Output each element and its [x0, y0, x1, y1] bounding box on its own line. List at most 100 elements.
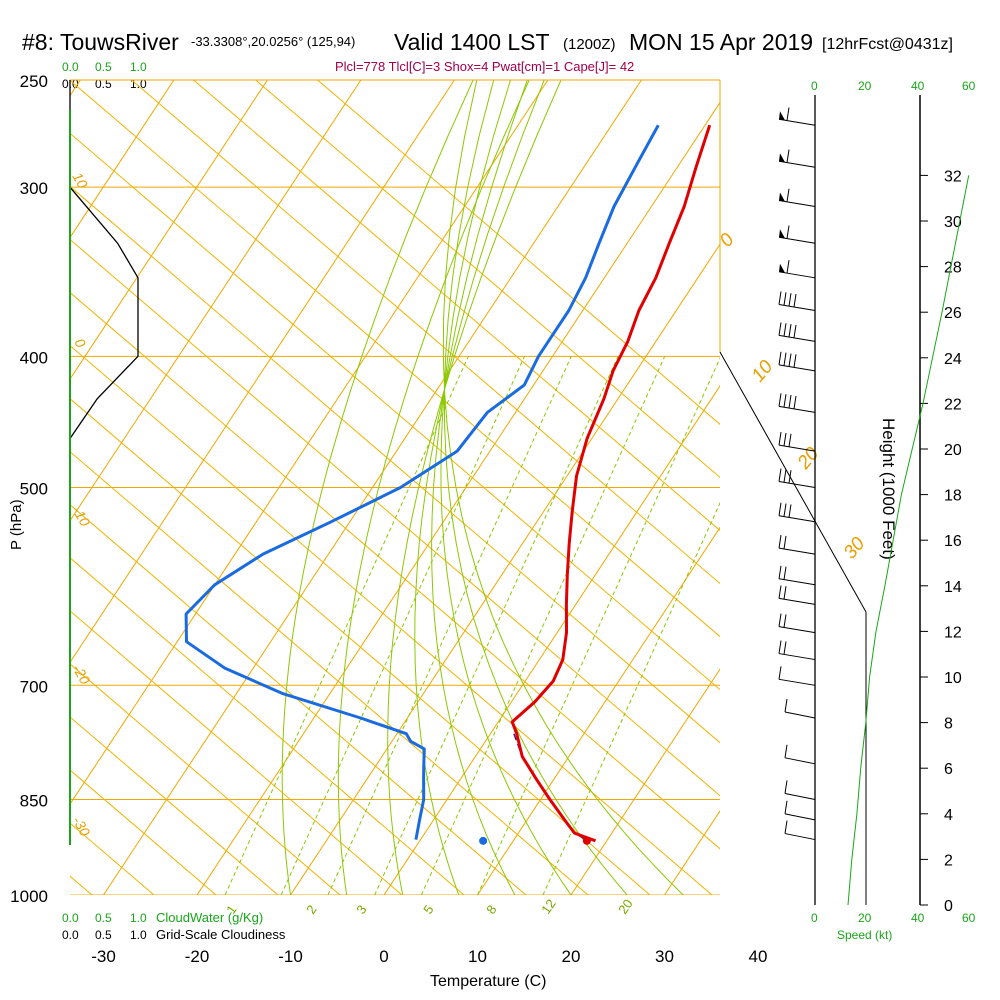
height-tick-label: 30	[944, 214, 962, 231]
height-tick-label: 14	[944, 579, 962, 596]
wind-barb	[784, 800, 816, 821]
temperature-tick-label: 40	[749, 947, 768, 966]
wind-barb-feather	[778, 502, 782, 516]
temperature-tick-label: -30	[91, 947, 116, 966]
dry-adiabat-line	[70, 610, 403, 895]
cloudiness-profile-line	[69, 80, 139, 439]
dry-adiabat-line	[70, 344, 713, 895]
wind-barb-feather	[778, 468, 782, 482]
isotherm-line	[70, 80, 362, 522]
wind-barb	[778, 393, 816, 413]
mixing-ratio-line	[280, 356, 525, 895]
wind-barb	[784, 744, 816, 765]
isotherm-label: 10	[748, 356, 778, 386]
wind-barb-shaft	[778, 653, 816, 661]
wind-barb	[778, 502, 816, 523]
wind-barb-feather	[778, 351, 782, 365]
isotherm-line	[70, 80, 549, 805]
speed-profile-line	[847, 175, 970, 906]
isotherm-line	[852, 80, 1000, 895]
dry-adiabat-line	[70, 663, 341, 895]
wind-barb	[778, 666, 816, 686]
mixing-ratio-line	[224, 356, 469, 895]
wind-barb-shaft	[778, 578, 816, 586]
svg-text:0.5: 0.5	[95, 911, 112, 925]
svg-text:0.0: 0.0	[62, 928, 79, 942]
moist-adiabat-line	[387, 80, 562, 895]
isotherm-label: -30	[69, 814, 93, 840]
pressure-tick-label: 1000	[10, 887, 48, 906]
wind-barb	[784, 780, 816, 800]
mixing-ratio-label: 12	[538, 896, 559, 916]
wind-barb-feather	[783, 641, 787, 655]
svg-text:0.5: 0.5	[95, 77, 112, 91]
wind-barb	[778, 640, 816, 661]
moist-adiabat-line	[337, 80, 530, 895]
moist-adiabat-line	[443, 80, 628, 895]
wind-barb-feather	[786, 149, 790, 163]
wind-barb-feather	[793, 293, 797, 308]
wind-barb	[778, 291, 816, 311]
height-tick-label: 26	[944, 305, 962, 322]
wind-barb-feather	[784, 820, 788, 834]
wind-barb-shaft	[778, 303, 816, 311]
wind-barb-shaft	[778, 364, 816, 372]
wind-barb-feather	[778, 640, 782, 654]
svg-text:0.5: 0.5	[95, 928, 112, 942]
wind-barb	[778, 107, 816, 126]
temperature-tick-label: 30	[655, 947, 674, 966]
wind-barb-feather	[793, 395, 797, 409]
cloudwater-scale-bottom: 0.0 0.5 1.0 CloudWater (g/Kg) 0.0 0.5 1.…	[62, 910, 286, 942]
wind-barb-feather	[786, 260, 790, 274]
wind-barb-feather	[783, 432, 787, 447]
wind-barb-feather	[783, 503, 787, 517]
wind-barb-shaft	[778, 481, 816, 488]
svg-text:1.0: 1.0	[130, 60, 147, 74]
wind-barb-feather	[778, 432, 782, 446]
wind-barb-feather	[788, 433, 792, 447]
svg-text:20: 20	[858, 911, 872, 925]
isotherm-line	[383, 385, 720, 895]
wind-barb-feather	[783, 535, 787, 550]
svg-text:60: 60	[962, 911, 976, 925]
isotherm-line	[70, 80, 268, 380]
svg-text:0.5: 0.5	[95, 60, 112, 74]
wind-barb	[778, 565, 816, 586]
wind-barb-feather	[788, 504, 792, 518]
right-boundary-line	[719, 351, 867, 613]
wind-barb-pennant	[779, 111, 785, 121]
surface-dewpoint-point	[479, 836, 488, 845]
wind-barb-feather	[784, 698, 788, 713]
isotherm-line	[70, 80, 455, 664]
svg-text:40: 40	[911, 79, 925, 93]
wind-barb	[778, 351, 816, 372]
height-tick-label: 28	[944, 260, 962, 277]
wind-barb	[778, 188, 816, 207]
wind-barb-shaft	[778, 626, 816, 634]
svg-text:0.0: 0.0	[62, 60, 79, 74]
isotherm-label: -20	[69, 662, 93, 688]
wind-barb-shaft	[778, 547, 816, 555]
pressure-axis-title: P (hPa)	[8, 499, 25, 550]
wind-barb-feather	[778, 322, 782, 336]
moist-adiabat-line	[431, 80, 528, 895]
svg-text:60: 60	[962, 79, 976, 93]
isotherm-label: 30	[840, 533, 870, 563]
wind-barb-feather	[778, 613, 782, 627]
dry-adiabat-line	[70, 132, 720, 691]
pressure-tick-label: 300	[20, 179, 48, 198]
isotherm-line	[477, 526, 720, 895]
mixing-ratio-line	[327, 356, 572, 895]
wind-barb-feather	[778, 565, 782, 579]
wind-barb-feather	[783, 566, 787, 580]
wind-barb-feather	[788, 394, 792, 409]
height-tick-label: 16	[944, 533, 962, 550]
temperature-tick-label: 10	[468, 947, 487, 966]
wind-barb-feather	[784, 744, 788, 758]
mixing-ratio-line	[374, 356, 619, 895]
mixing-ratio-line	[420, 356, 666, 895]
dry-adiabat-line	[316, 80, 720, 425]
speed-scale-top: 0 20 40 60	[811, 79, 976, 93]
isotherm-label: 0	[716, 229, 739, 251]
svg-text:1.0: 1.0	[130, 77, 147, 91]
